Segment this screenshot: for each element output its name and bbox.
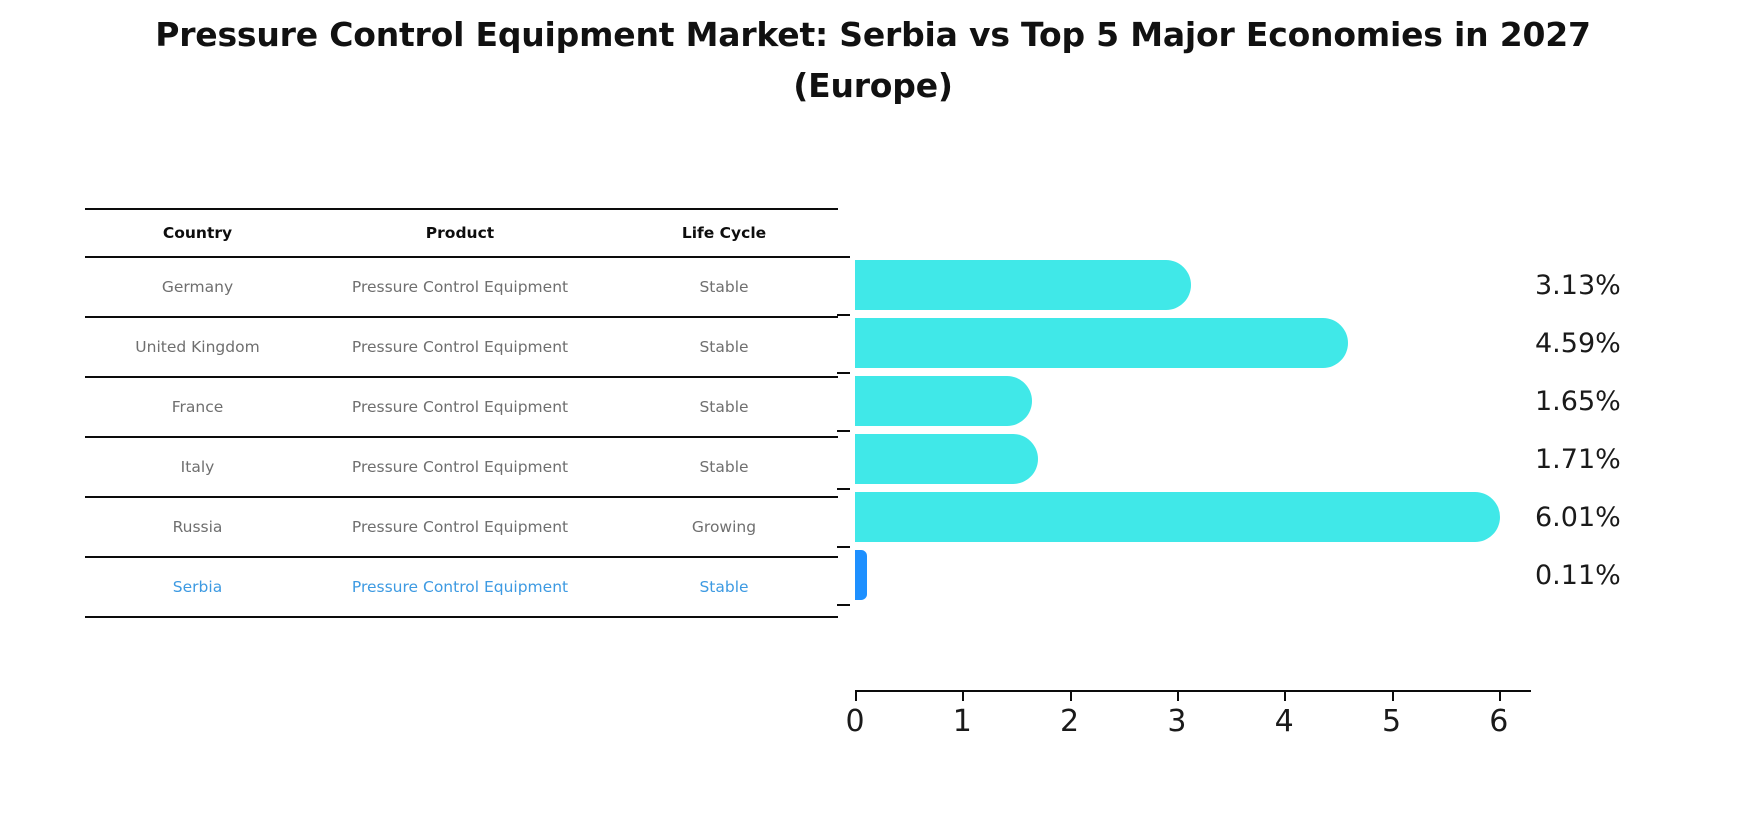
y-axis-tick <box>837 372 850 374</box>
table-header-rule <box>85 256 838 258</box>
bar-value-label: 6.01% <box>1535 502 1621 533</box>
bar[interactable] <box>855 550 867 600</box>
y-axis-tick <box>837 546 850 548</box>
table-row-rule <box>85 556 838 558</box>
chart-title-line-2: (Europe) <box>793 66 953 105</box>
column-header-country: Country <box>162 224 233 242</box>
bar[interactable] <box>855 260 1191 310</box>
cell-life-cycle: Stable <box>699 278 749 296</box>
bar-row <box>855 546 1531 604</box>
bar-row <box>855 256 1531 314</box>
x-axis-tick-label: 5 <box>1381 704 1402 739</box>
bar-row <box>855 430 1531 488</box>
table-row-rule <box>85 496 838 498</box>
cell-country: France <box>171 398 224 416</box>
cell-product: Pressure Control Equipment <box>351 458 569 476</box>
table-row: Germany Pressure Control Equipment Stabl… <box>85 258 838 316</box>
table-row: France Pressure Control Equipment Stable <box>85 378 838 436</box>
cell-life-cycle: Stable <box>699 578 749 596</box>
x-axis-tick-label: 0 <box>845 704 865 739</box>
column-header-life-cycle: Life Cycle <box>681 224 767 242</box>
bar-value-label: 3.13% <box>1535 270 1621 301</box>
cell-product: Pressure Control Equipment <box>351 398 569 416</box>
cell-life-cycle: Stable <box>699 338 749 356</box>
x-axis-tick-label: 2 <box>1060 704 1080 739</box>
plot-area: 3.13% 4.59% 1.65% 1.71% 6.01% 0.11% <box>837 208 1621 690</box>
cell-country: Russia <box>172 518 223 536</box>
bar-value-label: 0.11% <box>1535 560 1621 591</box>
x-axis-tick <box>855 690 857 701</box>
bar-row <box>855 314 1531 372</box>
bar[interactable] <box>855 376 1033 426</box>
cell-product: Pressure Control Equipment <box>351 278 569 296</box>
y-axis-tick <box>837 488 850 490</box>
table-row-rule <box>85 376 838 378</box>
y-axis-tick <box>837 256 850 258</box>
bar[interactable] <box>855 492 1500 542</box>
x-axis-tick <box>1391 690 1394 701</box>
chart-title: Pressure Control Equipment Market: Serbi… <box>0 10 1746 112</box>
x-axis-line <box>855 690 1531 692</box>
bar[interactable] <box>855 318 1348 368</box>
table-header-row: Country Product Life Cycle <box>85 210 838 256</box>
x-axis-tick-label: 1 <box>952 704 972 739</box>
cell-country: Germany <box>161 278 234 296</box>
x-axis-tick <box>1284 690 1287 701</box>
y-axis-tick <box>837 430 850 432</box>
x-axis-tick-label: 4 <box>1274 704 1294 739</box>
chart-title-line-1: Pressure Control Equipment Market: Serbi… <box>155 15 1591 54</box>
cell-product: Pressure Control Equipment <box>351 338 569 356</box>
table-row-highlighted: Serbia Pressure Control Equipment Stable <box>85 558 838 616</box>
x-axis-tick-label: 6 <box>1489 704 1509 739</box>
table-row: United Kingdom Pressure Control Equipmen… <box>85 318 838 376</box>
cell-life-cycle: Stable <box>699 458 749 476</box>
cell-country: Italy <box>180 458 215 476</box>
y-axis-tick <box>837 604 850 606</box>
y-axis-tick <box>837 314 850 316</box>
x-axis-tick <box>962 690 965 701</box>
x-axis-tick <box>1069 690 1072 701</box>
x-axis: 0 1 2 3 4 5 6 <box>845 690 1555 780</box>
table-row: Russia Pressure Control Equipment Growin… <box>85 498 838 556</box>
x-axis-tick <box>1176 690 1179 701</box>
table-row-rule <box>85 436 838 438</box>
bar-value-label: 1.65% <box>1535 386 1621 417</box>
bar-row <box>855 372 1531 430</box>
table-row: Italy Pressure Control Equipment Stable <box>85 438 838 496</box>
cell-product: Pressure Control Equipment <box>351 518 569 536</box>
table-row-rule <box>85 316 838 318</box>
x-axis-tick <box>1498 690 1501 701</box>
cell-country: United Kingdom <box>135 338 260 356</box>
bar-value-label: 1.71% <box>1535 444 1621 475</box>
country-table: Country Product Life Cycle Germany Press… <box>85 208 838 618</box>
cell-life-cycle: Growing <box>691 518 757 536</box>
x-axis-tick-label: 3 <box>1167 704 1187 739</box>
table-top-rule <box>85 208 838 210</box>
table-bottom-rule <box>85 616 838 618</box>
bar[interactable] <box>855 434 1039 484</box>
column-header-product: Product <box>425 224 495 242</box>
bar-row <box>855 488 1531 546</box>
bar-chart: 3.13% 4.59% 1.65% 1.71% 6.01% 0.11% 0 1 2 3 4 5 6 <box>837 208 1621 739</box>
bar-value-label: 4.59% <box>1535 328 1621 359</box>
cell-life-cycle: Stable <box>699 398 749 416</box>
cell-product: Pressure Control Equipment <box>351 578 569 596</box>
cell-country: Serbia <box>172 578 223 596</box>
